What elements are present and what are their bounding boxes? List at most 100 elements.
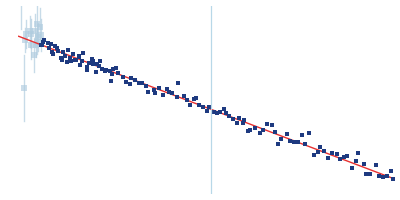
Point (260, 129, 266, 132)
Point (329, 151, 335, 155)
Point (59, 58, 66, 61)
Point (46, 46, 52, 50)
Point (132, 79, 138, 82)
Point (65, 48, 72, 51)
Point (247, 128, 254, 132)
Point (75, 55, 82, 59)
Point (120, 75, 126, 79)
Point (58, 56, 64, 59)
Point (337, 157, 343, 160)
Point (145, 90, 152, 93)
Point (36, 25, 43, 28)
Point (77, 64, 84, 67)
Point (344, 155, 351, 158)
Point (40, 41, 46, 44)
Point (302, 142, 308, 145)
Point (31, 53, 38, 57)
Point (349, 166, 356, 169)
Point (306, 131, 312, 134)
Point (27, 30, 33, 33)
Point (275, 142, 282, 145)
Point (160, 94, 166, 97)
Point (108, 79, 114, 82)
Point (210, 110, 217, 113)
Point (64, 61, 70, 64)
Point (23, 32, 30, 36)
Point (31, 29, 38, 32)
Point (317, 145, 324, 148)
Point (264, 122, 270, 125)
Point (44, 42, 51, 45)
Point (83, 65, 90, 69)
Point (142, 84, 149, 87)
Point (223, 112, 230, 115)
Point (240, 118, 247, 121)
Point (90, 63, 96, 66)
Point (126, 83, 133, 86)
Point (49, 50, 55, 54)
Point (257, 132, 263, 135)
Point (96, 60, 103, 63)
Point (94, 62, 100, 65)
Point (341, 155, 347, 159)
Point (325, 157, 332, 160)
Point (206, 105, 212, 108)
Point (109, 72, 116, 75)
Point (367, 173, 374, 176)
Point (217, 111, 224, 114)
Point (360, 163, 367, 166)
Point (96, 65, 103, 68)
Point (55, 49, 61, 52)
Point (88, 57, 95, 60)
Point (34, 40, 40, 43)
Point (353, 160, 360, 163)
Point (18, 0, 24, 4)
Point (106, 69, 113, 72)
Point (375, 175, 382, 178)
Point (115, 72, 121, 75)
Point (48, 43, 54, 46)
Point (252, 127, 258, 130)
Point (268, 124, 275, 127)
Point (187, 104, 194, 107)
Point (123, 80, 130, 83)
Point (109, 68, 116, 71)
Point (284, 133, 290, 136)
Point (200, 105, 206, 108)
Point (191, 97, 197, 100)
Point (68, 59, 74, 62)
Point (76, 55, 82, 58)
Point (240, 122, 247, 125)
Point (113, 66, 120, 69)
Point (214, 112, 221, 115)
Point (174, 96, 180, 99)
Point (384, 175, 390, 178)
Point (180, 94, 187, 97)
Point (39, 43, 46, 46)
Point (310, 154, 317, 157)
Point (69, 52, 76, 55)
Point (84, 68, 90, 71)
Point (139, 81, 146, 85)
Point (334, 153, 340, 156)
Point (295, 140, 302, 143)
Point (355, 151, 362, 154)
Point (21, 86, 27, 89)
Point (22, 39, 28, 42)
Point (32, 43, 39, 47)
Point (34, 35, 41, 39)
Point (128, 76, 134, 79)
Point (59, 50, 66, 53)
Point (80, 51, 86, 54)
Point (54, 47, 61, 50)
Point (230, 118, 236, 121)
Point (387, 169, 394, 172)
Point (379, 175, 386, 178)
Point (287, 139, 294, 143)
Point (150, 88, 157, 91)
Point (291, 140, 298, 143)
Point (49, 53, 56, 56)
Point (52, 45, 58, 48)
Point (164, 87, 170, 91)
Point (204, 109, 210, 112)
